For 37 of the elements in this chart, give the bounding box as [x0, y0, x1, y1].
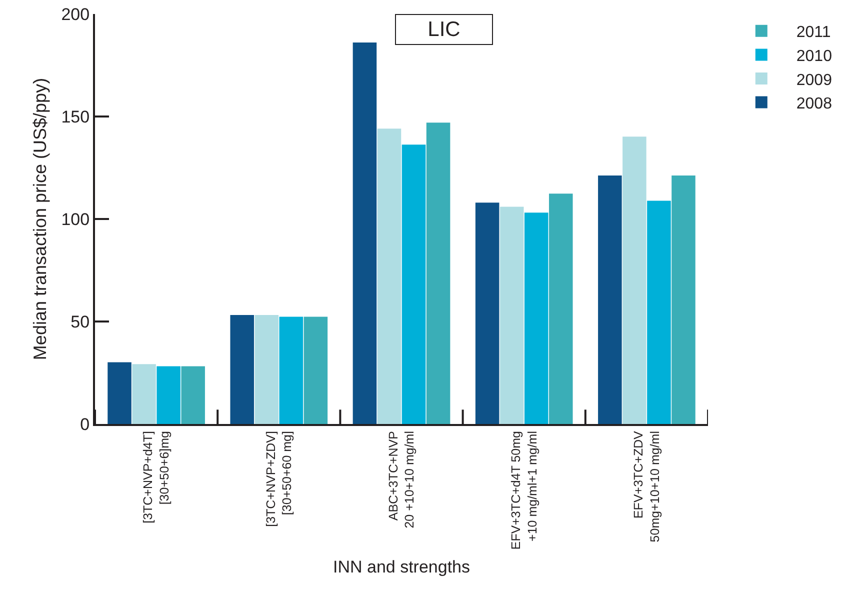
bar [254, 314, 279, 424]
x-tick-label: EFV+3TC+ZDV 50mg+10+10 mg/ml [632, 430, 662, 542]
y-tick-label: 50 [70, 312, 90, 332]
x-tick-label: [3TC+NVP+ZDV] [30+50+60 mg] [264, 431, 294, 527]
legend-label: 2010 [796, 48, 832, 65]
bar [647, 200, 671, 424]
bar [132, 364, 156, 424]
bar [181, 366, 205, 424]
bar [352, 42, 377, 424]
bar [524, 212, 548, 424]
bar [598, 176, 622, 424]
bar [156, 366, 180, 424]
bar [426, 122, 450, 424]
x-tick-label: ABC+3TC+NVP 20 +10+10 mg/ml [386, 431, 417, 528]
y-axis-title: Median transaction price (US$/ppy) [30, 78, 50, 360]
y-tick-label: 150 [61, 107, 90, 126]
y-tick-label: 100 [61, 210, 90, 229]
y-tick-label: 200 [61, 4, 90, 24]
bar [230, 314, 254, 424]
bar [672, 176, 696, 424]
bar [279, 316, 304, 424]
legend-label: 2009 [796, 72, 832, 89]
y-tick-label: 0 [80, 414, 90, 434]
x-tick-label: EFV+3TC+d4T 50mg +10 mg/ml+1 mg/ml [509, 430, 540, 550]
bar [402, 144, 426, 424]
legend-label: 2008 [796, 96, 832, 113]
bar [500, 206, 524, 424]
bar [548, 194, 573, 424]
bar [475, 202, 500, 424]
x-axis-title: INN and strengths [332, 557, 470, 576]
bar [304, 316, 328, 424]
chart-title: LIC [428, 18, 460, 41]
bar [377, 128, 402, 424]
x-tick-label: [3TC+NVP+d4T] [30+50+6]mg [141, 430, 172, 524]
bar [622, 136, 646, 424]
bar [108, 362, 132, 424]
legend-label: 2011 [796, 24, 831, 42]
